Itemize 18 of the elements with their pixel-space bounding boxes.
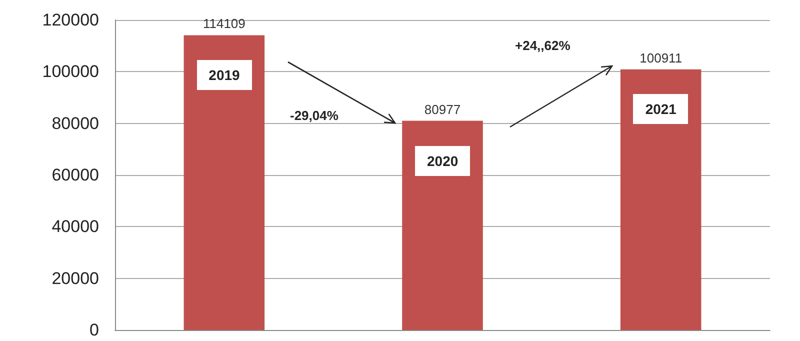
data-label: 100911 — [640, 50, 682, 66]
data-label: 114109 — [202, 16, 246, 32]
y-tick-label: 60000 — [52, 166, 99, 184]
y-tick-label: 80000 — [52, 114, 99, 133]
annotation: +24,,62% — [515, 38, 570, 53]
y-tick-label: 40000 — [52, 217, 99, 236]
annotation: -29,04% — [290, 108, 338, 123]
bar — [184, 35, 265, 330]
y-tick-label: 0 — [90, 320, 99, 340]
y-tick-label: 100000 — [42, 62, 99, 82]
x-tick-label: 2021 — [633, 94, 688, 124]
data-label: 80977 — [424, 102, 461, 117]
bar — [402, 120, 483, 330]
x-tick-label: 2019 — [196, 60, 252, 90]
bar — [620, 69, 702, 330]
y-tick-label: 120000 — [42, 10, 99, 30]
y-tick-label: 20000 — [52, 268, 99, 288]
x-tick-label: 2020 — [415, 146, 470, 176]
